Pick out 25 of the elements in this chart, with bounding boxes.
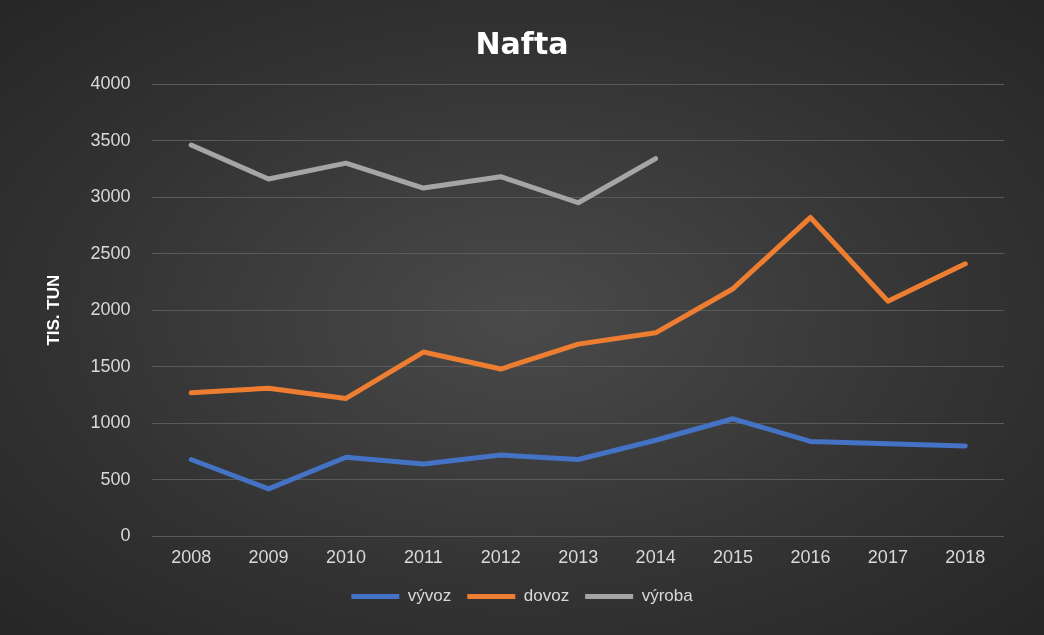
chart-title: Nafta — [475, 25, 569, 61]
y-tick-label: 0 — [120, 525, 131, 546]
x-tick-label: 2010 — [325, 547, 366, 568]
x-tick-label: 2014 — [635, 547, 676, 568]
x-tick-label: 2009 — [248, 547, 289, 568]
y-tick-label: 2000 — [90, 299, 131, 320]
legend-label: vývoz — [407, 586, 452, 606]
x-tick-label: 2017 — [867, 547, 908, 568]
y-tick-label: 500 — [100, 468, 131, 489]
y-axis-title: TIS. TUN — [43, 274, 63, 346]
y-tick-label: 3000 — [90, 186, 131, 207]
y-tick-label: 4000 — [90, 72, 131, 93]
x-tick-label: 2008 — [171, 547, 212, 568]
x-tick-label: 2012 — [480, 547, 521, 568]
x-tick-label: 2011 — [404, 547, 443, 568]
x-tick-label: 2015 — [713, 547, 754, 568]
legend-label: dovoz — [523, 586, 570, 606]
y-tick-label: 1500 — [90, 355, 131, 376]
x-tick-label: 2016 — [790, 547, 831, 568]
y-tick-label: 3500 — [90, 129, 131, 150]
x-tick-label: 2013 — [558, 547, 599, 568]
legend-label: výroba — [641, 586, 694, 606]
y-tick-label: 1000 — [90, 412, 131, 433]
x-tick-label: 2018 — [945, 547, 986, 568]
y-tick-label: 2500 — [90, 242, 131, 263]
